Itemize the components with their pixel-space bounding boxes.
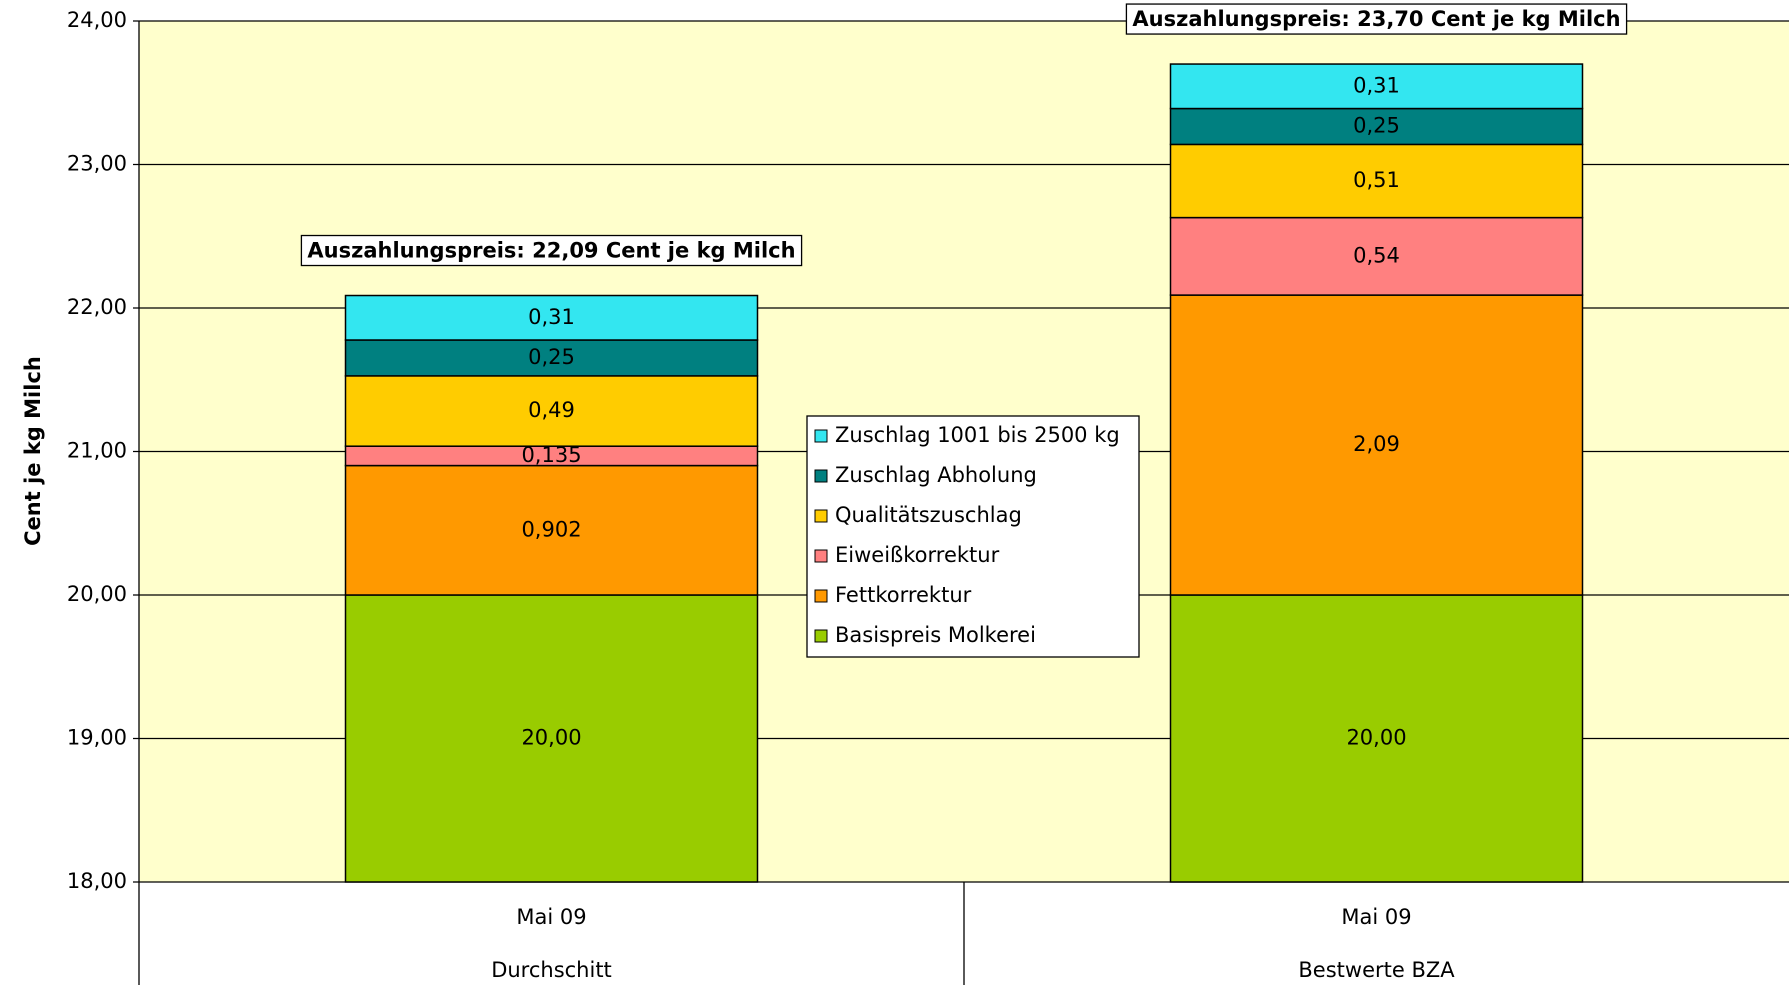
value-label: 0,25	[1353, 113, 1400, 137]
x-group-label: Bestwerte BZA	[1298, 958, 1455, 982]
legend-label: Fettkorrektur	[835, 583, 972, 607]
bar-segment	[344, 594, 759, 883]
legend-label: Eiweißkorrektur	[835, 543, 1000, 567]
bar-segment	[1169, 107, 1584, 146]
value-label: 0,31	[1353, 73, 1400, 97]
value-label: 2,09	[1353, 432, 1400, 456]
y-axis-label: Cent je kg Milch	[21, 356, 45, 546]
y-tick-label: 21,00	[67, 439, 127, 463]
value-label: 0,25	[528, 345, 575, 369]
bar-segment	[344, 294, 759, 341]
x-group-label: Durchschitt	[491, 958, 612, 982]
x-tick-label: Mai 09	[1341, 905, 1411, 929]
legend-swatch	[814, 549, 828, 563]
value-label: 0,54	[1353, 243, 1400, 267]
y-tick-label: 23,00	[67, 152, 127, 176]
legend-box	[806, 415, 1140, 658]
annotation: Auszahlungspreis: 23,70 Cent je kg Milch	[1132, 7, 1620, 31]
legend-swatch	[814, 429, 828, 443]
legend-label: Qualitätszuschlag	[835, 503, 1022, 527]
annotation-box	[300, 234, 803, 267]
legend-label: Basispreis Molkerei	[835, 623, 1036, 647]
y-tick-label: 22,00	[67, 295, 127, 319]
value-label: 0,902	[521, 517, 581, 541]
legend-swatch	[814, 509, 828, 523]
bar-segment	[344, 464, 759, 596]
y-tick-label: 24,00	[67, 8, 127, 32]
bar-segment	[1169, 294, 1584, 596]
legend-label: Zuschlag Abholung	[835, 463, 1037, 487]
bar-segment	[1169, 63, 1584, 110]
bar-segment	[344, 339, 759, 377]
y-tick-label: 20,00	[67, 582, 127, 606]
value-label: 0,49	[528, 398, 575, 422]
annotation-box	[1125, 3, 1628, 35]
x-tick-label: Mai 09	[516, 905, 586, 929]
legend-swatch	[814, 589, 828, 603]
bar-segment	[1169, 594, 1584, 883]
legend-label: Zuschlag 1001 bis 2500 kg	[835, 423, 1120, 447]
legend-swatch	[814, 629, 828, 643]
value-label: 20,00	[1346, 726, 1406, 750]
bar-segment	[1169, 216, 1584, 296]
value-label: 0,51	[1353, 168, 1400, 192]
legend-swatch	[814, 469, 828, 483]
bar-segment	[1169, 143, 1584, 219]
value-label: 20,00	[521, 726, 581, 750]
y-tick-label: 19,00	[67, 726, 127, 750]
value-label: 0,31	[528, 305, 575, 329]
y-tick-label: 18,00	[67, 869, 127, 893]
annotation: Auszahlungspreis: 22,09 Cent je kg Milch	[307, 239, 795, 263]
